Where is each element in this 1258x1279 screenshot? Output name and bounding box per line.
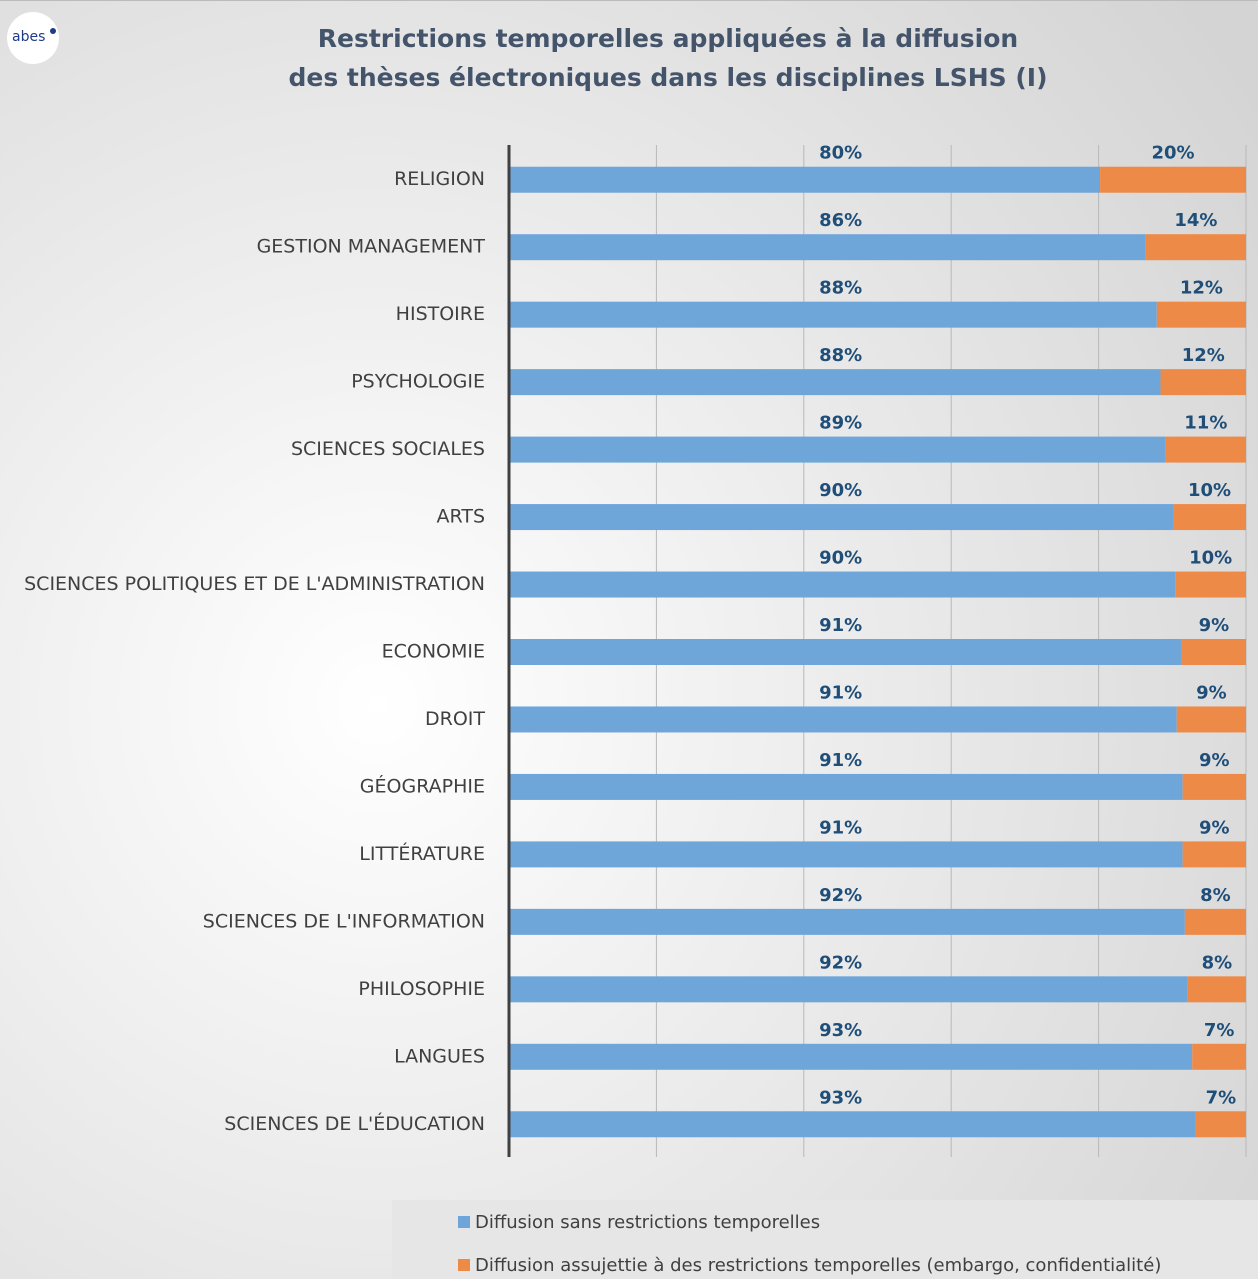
bar-segment — [1176, 706, 1246, 733]
y-tick-label: SCIENCES POLITIQUES ET DE L'ADMINISTRATI… — [24, 573, 485, 595]
data-label: 9% — [1199, 615, 1230, 636]
bar-segment — [509, 436, 1166, 463]
y-tick-label: DROIT — [425, 708, 485, 730]
logo-circle — [7, 12, 59, 64]
bar-segment — [1184, 908, 1246, 935]
y-tick-label: PSYCHOLOGIE — [351, 371, 485, 393]
y-tick-label: HISTOIRE — [396, 303, 485, 325]
bar-segment — [509, 369, 1161, 396]
data-label: 9% — [1199, 750, 1230, 771]
bar-segment — [509, 571, 1176, 598]
bar-segment — [1182, 773, 1246, 800]
bar-segment — [1173, 504, 1246, 531]
data-label: 20% — [1151, 143, 1194, 164]
bar-segment — [1195, 1111, 1246, 1138]
bar-segment — [509, 504, 1174, 531]
data-label: 7% — [1204, 1020, 1235, 1041]
y-tick-label: LITTÉRATURE — [359, 842, 485, 865]
legend-swatch — [458, 1259, 470, 1271]
y-tick-label: LANGUES — [394, 1045, 485, 1067]
bar-segment — [509, 1043, 1193, 1070]
y-tick-label: GÉOGRAPHIE — [360, 774, 485, 797]
data-label: 91% — [819, 817, 862, 838]
y-tick-label: ECONOMIE — [382, 641, 485, 663]
data-label: 80% — [819, 143, 862, 164]
data-label: 8% — [1200, 885, 1231, 906]
bar-segment — [1182, 841, 1246, 868]
bar-segment — [509, 773, 1183, 800]
data-label: 92% — [819, 885, 862, 906]
top-border — [0, 0, 1258, 1]
data-label: 88% — [819, 278, 862, 299]
bar-segment — [509, 976, 1188, 1003]
bar-segment — [509, 1111, 1196, 1138]
y-tick-label: SCIENCES DE L'INFORMATION — [203, 910, 485, 932]
data-label: 14% — [1174, 210, 1217, 231]
data-label: 11% — [1184, 413, 1227, 434]
bar-segment — [1175, 571, 1246, 598]
data-label: 7% — [1206, 1087, 1237, 1108]
data-label: 10% — [1188, 480, 1231, 501]
data-label: 93% — [819, 1020, 862, 1041]
y-tick-label: SCIENCES SOCIALES — [291, 438, 485, 460]
bar-segment — [1165, 436, 1246, 463]
bar-segment — [1100, 166, 1246, 193]
y-tick-label: GESTION MANAGEMENT — [257, 236, 486, 258]
data-label: 90% — [819, 548, 862, 569]
data-label: 90% — [819, 480, 862, 501]
bar-segment — [1192, 1043, 1246, 1070]
data-label: 9% — [1199, 817, 1230, 838]
data-label: 89% — [819, 413, 862, 434]
chart-title: des thèses électroniques dans les discip… — [289, 63, 1048, 92]
bar-segment — [1181, 639, 1246, 665]
data-label: 91% — [819, 615, 862, 636]
legend-label: Diffusion assujettie à des restrictions … — [475, 1255, 1161, 1276]
y-tick-label: SCIENCES DE L'ÉDUCATION — [224, 1112, 485, 1135]
data-label: 9% — [1196, 682, 1227, 703]
bar-segment — [509, 639, 1182, 665]
data-label: 10% — [1189, 548, 1232, 569]
y-tick-label: ARTS — [437, 506, 485, 528]
bar-segment — [509, 166, 1101, 193]
bar-segment — [1145, 234, 1246, 261]
data-label: 91% — [819, 682, 862, 703]
data-label: 88% — [819, 345, 862, 366]
data-label: 86% — [819, 210, 862, 231]
bar-segment — [1187, 976, 1246, 1003]
chart-title: Restrictions temporelles appliquées à la… — [318, 24, 1018, 53]
data-label: 12% — [1182, 345, 1225, 366]
data-label: 8% — [1202, 952, 1233, 973]
bar-segment — [509, 301, 1157, 328]
legend-label: Diffusion sans restrictions temporelles — [475, 1212, 820, 1233]
logo-dot — [50, 28, 56, 34]
y-tick-label: RELIGION — [394, 168, 485, 190]
data-label: 92% — [819, 952, 862, 973]
bar-segment — [509, 908, 1185, 935]
y-tick-label: PHILOSOPHIE — [358, 978, 485, 1000]
bar-segment — [509, 706, 1177, 733]
bar-segment — [509, 234, 1146, 261]
bar-segment — [1156, 301, 1246, 328]
data-label: 93% — [819, 1087, 862, 1108]
data-label: 12% — [1180, 278, 1223, 299]
legend-swatch — [458, 1216, 470, 1228]
legend-box — [392, 1200, 1258, 1279]
logo: abes — [12, 29, 45, 45]
bar-segment — [509, 841, 1183, 868]
data-label: 91% — [819, 750, 862, 771]
bar-segment — [1160, 369, 1246, 396]
